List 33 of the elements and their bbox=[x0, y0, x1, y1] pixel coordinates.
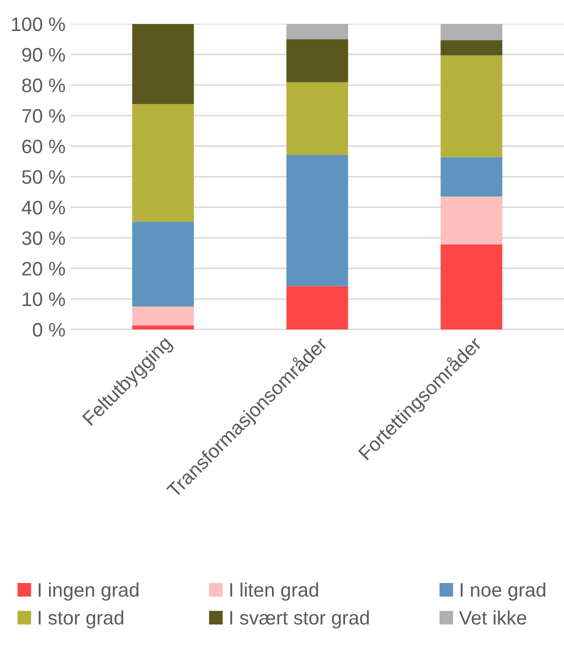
bar bbox=[132, 222, 194, 307]
bar bbox=[440, 244, 502, 330]
bar bbox=[440, 196, 502, 244]
legend-label: I svært stor grad bbox=[230, 610, 369, 628]
y-tick-label: 50 % bbox=[22, 170, 65, 184]
legend-label: I noe grad bbox=[460, 582, 546, 601]
bar bbox=[286, 39, 348, 82]
bar bbox=[440, 24, 502, 40]
legend-label: I liten grad bbox=[230, 582, 318, 601]
bar bbox=[440, 157, 502, 197]
bar bbox=[286, 82, 348, 155]
bar bbox=[132, 325, 194, 330]
y-tick-label: 30 % bbox=[22, 231, 65, 246]
y-tick-label: 80 % bbox=[22, 78, 65, 92]
y-tick-label: 70 % bbox=[22, 109, 65, 123]
y-tick-label: 60 % bbox=[22, 140, 65, 154]
legend-label: I stor grad bbox=[38, 610, 124, 628]
legend-label: Vet ikke bbox=[459, 610, 526, 625]
bar bbox=[286, 24, 348, 40]
y-tick-label: 10 % bbox=[22, 292, 65, 306]
y-tick-label: 0 % bbox=[32, 322, 65, 337]
bar bbox=[286, 154, 348, 286]
bar bbox=[440, 55, 502, 158]
y-tick-label: 20 % bbox=[22, 262, 65, 276]
bar bbox=[132, 306, 194, 326]
bar bbox=[286, 286, 348, 330]
y-tick-label: 90 % bbox=[22, 48, 65, 62]
bar bbox=[440, 40, 502, 56]
bar bbox=[132, 24, 194, 104]
y-tick-label: 40 % bbox=[22, 200, 65, 214]
bar bbox=[132, 104, 194, 222]
y-tick-label: 100 % bbox=[12, 17, 65, 32]
legend-label: I ingen grad bbox=[38, 582, 138, 601]
